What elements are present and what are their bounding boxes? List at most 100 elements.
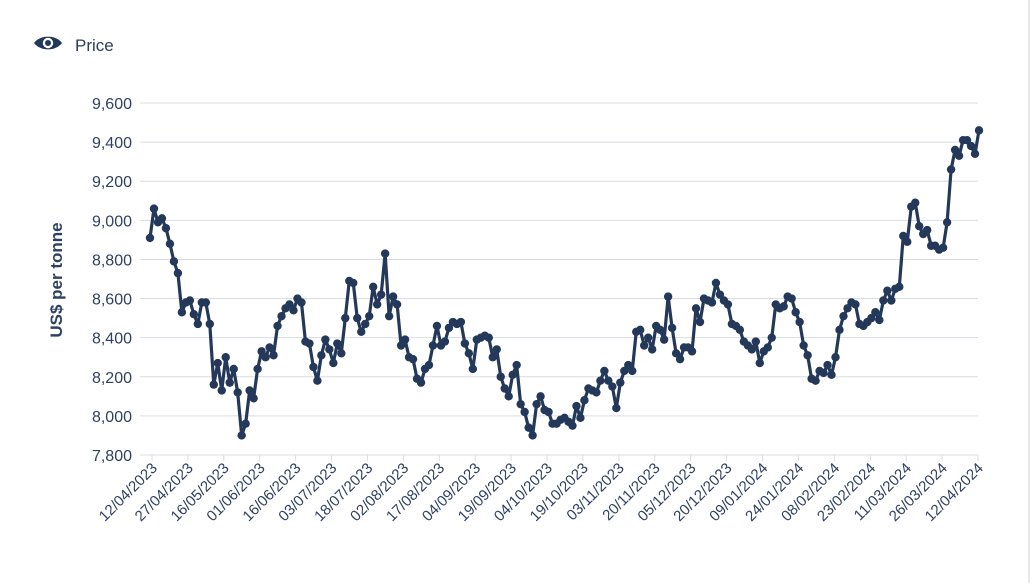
data-point[interactable] xyxy=(225,378,234,387)
data-point[interactable] xyxy=(687,347,697,356)
data-point[interactable] xyxy=(819,368,828,378)
data-point[interactable] xyxy=(628,366,637,376)
data-point[interactable] xyxy=(333,339,342,348)
data-point[interactable] xyxy=(468,364,478,374)
data-point[interactable] xyxy=(392,300,402,309)
data-point[interactable] xyxy=(149,204,159,213)
data-point[interactable] xyxy=(962,135,972,145)
data-point[interactable] xyxy=(831,353,840,362)
data-point[interactable] xyxy=(779,302,788,311)
data-point[interactable] xyxy=(353,313,362,323)
data-point[interactable] xyxy=(341,313,350,323)
data-point[interactable] xyxy=(329,358,338,368)
data-point[interactable] xyxy=(715,290,725,299)
data-point[interactable] xyxy=(496,372,505,381)
data-point[interactable] xyxy=(488,353,497,362)
data-point[interactable] xyxy=(440,337,450,346)
data-point[interactable] xyxy=(600,366,609,376)
data-point[interactable] xyxy=(245,386,254,395)
data-point[interactable] xyxy=(903,237,912,247)
data-point[interactable] xyxy=(432,321,442,331)
data-point[interactable] xyxy=(165,239,175,248)
data-point[interactable] xyxy=(795,317,804,327)
data-point[interactable] xyxy=(492,345,501,354)
data-point[interactable] xyxy=(843,304,852,313)
data-point[interactable] xyxy=(464,349,474,358)
data-point[interactable] xyxy=(424,360,434,370)
data-point[interactable] xyxy=(508,370,517,380)
data-point[interactable] xyxy=(711,278,721,288)
data-point[interactable] xyxy=(416,378,426,387)
data-point[interactable] xyxy=(695,317,705,327)
data-point[interactable] xyxy=(747,345,757,354)
data-point[interactable] xyxy=(241,419,250,428)
data-point[interactable] xyxy=(608,382,617,391)
data-point[interactable] xyxy=(723,300,733,309)
data-point[interactable] xyxy=(237,431,246,440)
eye-icon[interactable] xyxy=(33,34,63,57)
data-point[interactable] xyxy=(384,311,394,321)
data-point[interactable] xyxy=(604,376,613,385)
data-point[interactable] xyxy=(691,304,701,313)
data-point[interactable] xyxy=(954,151,964,160)
data-point[interactable] xyxy=(946,165,956,174)
data-point[interactable] xyxy=(408,354,418,364)
data-point[interactable] xyxy=(823,360,832,370)
data-point[interactable] xyxy=(368,282,378,292)
data-point[interactable] xyxy=(321,335,330,344)
data-point[interactable] xyxy=(636,325,645,335)
data-point[interactable] xyxy=(297,298,306,307)
data-point[interactable] xyxy=(169,257,179,266)
data-point[interactable] xyxy=(365,311,374,321)
data-point[interactable] xyxy=(974,126,984,135)
data-point[interactable] xyxy=(707,298,717,307)
data-point[interactable] xyxy=(512,360,521,370)
data-point[interactable] xyxy=(273,321,282,331)
data-point[interactable] xyxy=(596,376,605,385)
data-point[interactable] xyxy=(966,141,976,151)
data-point[interactable] xyxy=(624,360,633,370)
data-point[interactable] xyxy=(289,306,298,315)
data-point[interactable] xyxy=(500,384,509,393)
data-point[interactable] xyxy=(145,233,155,243)
data-point[interactable] xyxy=(185,296,195,305)
data-point[interactable] xyxy=(456,317,466,327)
data-point[interactable] xyxy=(803,351,812,360)
data-point[interactable] xyxy=(839,311,848,321)
data-point[interactable] xyxy=(612,403,621,413)
data-point[interactable] xyxy=(504,392,513,401)
data-point[interactable] xyxy=(644,333,653,342)
data-point[interactable] xyxy=(887,296,896,305)
data-point[interactable] xyxy=(938,243,948,252)
data-point[interactable] xyxy=(576,413,585,423)
data-point[interactable] xyxy=(157,214,167,223)
data-point[interactable] xyxy=(751,337,761,346)
data-point[interactable] xyxy=(277,311,286,321)
data-point[interactable] xyxy=(671,349,681,358)
data-point[interactable] xyxy=(879,296,888,305)
data-point[interactable] xyxy=(229,364,238,374)
data-point[interactable] xyxy=(484,333,493,342)
data-point[interactable] xyxy=(620,366,629,376)
data-point[interactable] xyxy=(213,358,222,368)
data-point[interactable] xyxy=(189,310,199,319)
data-point[interactable] xyxy=(867,313,876,323)
data-point[interactable] xyxy=(337,349,346,358)
data-point[interactable] xyxy=(205,319,214,329)
data-point[interactable] xyxy=(915,222,924,231)
data-point[interactable] xyxy=(572,401,581,411)
data-point[interactable] xyxy=(253,364,262,374)
data-point[interactable] xyxy=(640,341,649,350)
data-point[interactable] xyxy=(309,362,318,372)
data-point[interactable] xyxy=(516,399,525,409)
data-point[interactable] xyxy=(257,347,266,356)
data-point[interactable] xyxy=(460,339,470,348)
data-point[interactable] xyxy=(201,298,210,307)
data-point[interactable] xyxy=(173,268,183,278)
data-point[interactable] xyxy=(787,294,796,303)
data-point[interactable] xyxy=(875,315,884,325)
data-point[interactable] xyxy=(249,394,258,403)
data-point[interactable] xyxy=(372,300,382,309)
data-point[interactable] xyxy=(221,353,230,362)
data-point[interactable] xyxy=(217,386,226,395)
